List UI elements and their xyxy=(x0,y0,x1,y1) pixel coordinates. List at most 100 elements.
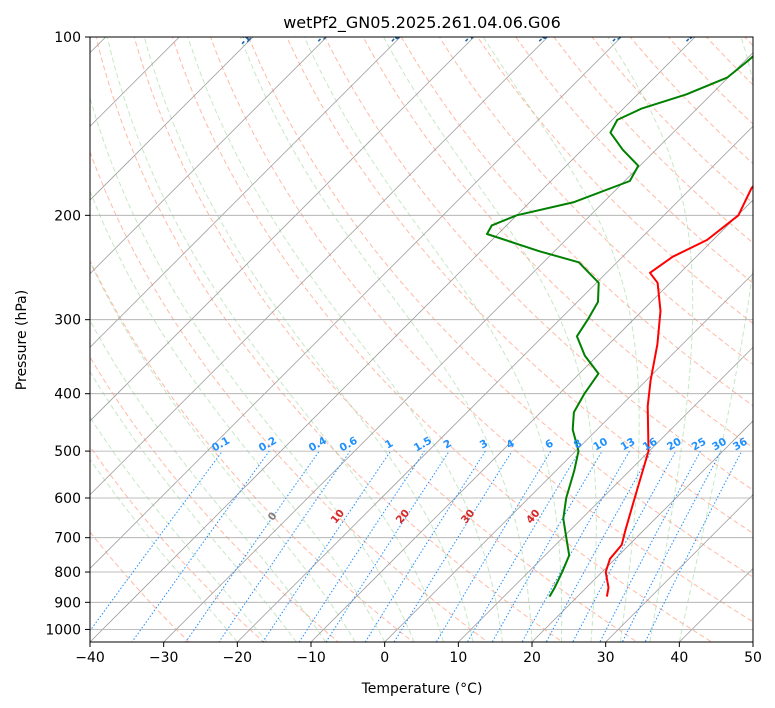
line-labels: 0.1 0.2 0.4 0.6 1 1.5 2 3 4 6 8 10 13 16 20 25 30 36-100-… xyxy=(210,21,775,526)
mixing-ratio-line xyxy=(435,450,552,642)
moist-adiabat-line xyxy=(303,37,563,642)
mixing-ratio-line xyxy=(218,450,351,642)
y-tick-label: 900 xyxy=(54,595,81,611)
y-tick-label: 400 xyxy=(54,387,81,403)
mixing-ratio-line xyxy=(393,450,513,642)
isotherm-label: -50 xyxy=(608,24,630,46)
moist-adiabat-line xyxy=(90,416,268,642)
moist-adiabat-line xyxy=(607,37,694,642)
isotherm-line xyxy=(90,37,696,642)
isotherm-line xyxy=(236,125,753,642)
mixing-ratio-label: 16 xyxy=(641,436,660,454)
mixing-ratio-line xyxy=(491,450,603,642)
mixing-ratio-line xyxy=(521,450,630,642)
mixing-ratio-label: 13 xyxy=(619,436,638,454)
x-tick-label: 50 xyxy=(744,650,762,666)
x-tick-label: 0 xyxy=(380,650,389,666)
x-tick-label: −20 xyxy=(223,650,253,666)
dry-adiabat-line xyxy=(515,37,753,284)
isotherm-label: -70 xyxy=(461,24,483,46)
dry-adiabat-line xyxy=(553,37,753,244)
dry-adiabat-line xyxy=(171,37,713,642)
mixing-ratio-line xyxy=(621,450,722,642)
mixing-ratio-line xyxy=(644,450,743,642)
isotherm-line xyxy=(90,37,475,422)
isotherm-line xyxy=(90,37,401,348)
y-tick-label: 200 xyxy=(54,208,81,224)
x-tick-label: 30 xyxy=(597,650,615,666)
isotherm-line xyxy=(90,37,254,201)
dry-adiabat-line xyxy=(705,37,753,86)
moist-adiabat-line xyxy=(482,37,640,642)
x-axis: −40 −30 −20 −10 0 10 20 30 40 50 xyxy=(75,642,762,666)
isotherm-line xyxy=(752,641,753,642)
y-tick-label: 100 xyxy=(54,30,81,46)
moist-adiabat-line xyxy=(106,37,445,642)
y-tick-label: 1000 xyxy=(45,622,81,638)
dry-adiabat-line xyxy=(90,356,340,642)
moist-adiabat-line xyxy=(187,37,503,642)
x-tick-label: −10 xyxy=(296,650,326,666)
mixing-ratio-label: 10 xyxy=(591,436,610,454)
background-lines xyxy=(90,10,775,654)
moist-adiabat-line xyxy=(678,37,753,642)
moist-adiabat-line xyxy=(90,458,238,642)
dry-adiabat-line xyxy=(756,10,775,654)
isotherm-label: -30 xyxy=(756,24,775,46)
temperature-series xyxy=(604,184,753,597)
dry-adiabat-line xyxy=(90,150,489,642)
dry-adiabat-line xyxy=(743,37,753,47)
isotherm-line xyxy=(90,37,549,496)
isotherm-line xyxy=(90,37,180,127)
moist-adiabat-line xyxy=(383,37,597,642)
moist-adiabat-line xyxy=(143,37,474,642)
dry-adiabat-line xyxy=(362,37,753,449)
mixing-ratio-label: 36 xyxy=(731,436,750,454)
moist-adiabat-line xyxy=(90,319,327,642)
mixing-ratio-line xyxy=(545,450,653,642)
isotherm-line xyxy=(678,567,753,642)
mixing-ratio-label: 25 xyxy=(690,436,709,454)
dry-adiabat-line xyxy=(667,37,753,125)
mixing-ratio-line xyxy=(185,450,320,642)
x-tick-label: 40 xyxy=(670,650,688,666)
mixing-ratio-line xyxy=(131,450,270,642)
dry-adiabat-line xyxy=(248,37,753,578)
dry-adiabat-line xyxy=(90,445,265,642)
dry-adiabat-line xyxy=(90,531,190,642)
dry-adiabat-label: 40 xyxy=(524,507,543,526)
y-tick-label: 800 xyxy=(54,565,81,581)
isotherm-label: -100 xyxy=(237,21,264,48)
dry-adiabat-line xyxy=(133,37,638,642)
moist-adiabat-line xyxy=(90,260,356,642)
mixing-ratio-label: 30 xyxy=(710,436,729,454)
x-tick-label: −40 xyxy=(75,650,105,666)
dry-adiabat-line xyxy=(209,37,753,623)
isotherm-line xyxy=(384,273,753,642)
y-tick-label: 500 xyxy=(54,444,81,460)
mixing-ratio-line xyxy=(599,450,701,642)
plot-area: 0.1 0.2 0.4 0.6 1 1.5 2 3 4 6 8 10 13 16 20 25 30 36-100-… xyxy=(89,10,775,654)
isotherm-line xyxy=(310,199,753,642)
mixing-ratio-line xyxy=(466,450,580,642)
isotherm-line xyxy=(90,37,622,569)
mixing-ratio-line xyxy=(325,450,450,642)
isotherm-line xyxy=(163,52,753,642)
mixing-ratio-line xyxy=(298,450,425,642)
dewpoint-series xyxy=(486,55,753,598)
isotherm-line xyxy=(531,420,753,642)
isotherm-label: -90 xyxy=(314,24,336,46)
x-tick-label: 10 xyxy=(449,650,467,666)
dry-adiabat-line xyxy=(591,37,753,204)
y-axis-label: Pressure (hPa) xyxy=(14,290,30,390)
isotherm-line xyxy=(457,346,753,642)
y-tick-label: 600 xyxy=(54,491,81,507)
dry-adiabat-line xyxy=(90,259,414,642)
isotherm-label: -80 xyxy=(387,24,409,46)
mixing-ratio-line xyxy=(262,450,392,642)
isotherm-label: -40 xyxy=(682,24,704,46)
y-tick-label: 300 xyxy=(54,313,81,329)
x-tick-label: 20 xyxy=(523,650,541,666)
moist-adiabat-line xyxy=(90,189,386,642)
